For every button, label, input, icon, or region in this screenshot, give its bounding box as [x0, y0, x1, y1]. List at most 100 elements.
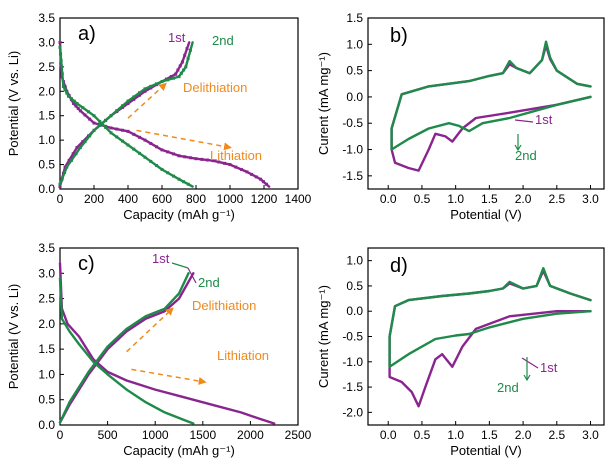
series-marker: [166, 150, 170, 154]
series-marker: [132, 132, 136, 136]
y-tick-label: 3.5: [38, 241, 55, 255]
y-tick-label: -1.5: [342, 169, 363, 183]
annotation-arrow: [136, 129, 232, 151]
annotation-arrow: [126, 307, 174, 353]
x-tick-label: 500: [98, 428, 118, 442]
series-marker: [74, 104, 78, 108]
series-marker: [169, 75, 173, 79]
y-tick-label: 2.5: [38, 60, 55, 74]
series-marker: [143, 87, 147, 91]
y-tick-label: 0.0: [346, 304, 363, 318]
series-marker: [72, 99, 76, 103]
series-marker: [223, 161, 227, 165]
series-marker: [245, 170, 249, 174]
y-tick-label: 3.0: [38, 266, 55, 280]
series-marker: [186, 57, 190, 61]
series-marker: [104, 125, 108, 129]
series-marker: [115, 127, 119, 131]
series-marker: [121, 139, 125, 143]
series-marker: [155, 82, 159, 86]
series-marker: [179, 71, 183, 75]
legend-label-1st: 1st: [535, 112, 553, 127]
x-tick-label: 2.5: [548, 192, 565, 206]
series-line-1st: [390, 44, 592, 172]
series-marker: [121, 105, 125, 109]
series-marker: [155, 145, 159, 149]
series-marker: [160, 80, 164, 84]
series-marker: [58, 185, 62, 189]
series-marker: [61, 84, 65, 88]
y-tick-label: 1.5: [38, 109, 55, 123]
x-tick-label: 1.0: [447, 192, 464, 206]
x-tick-label: 3.0: [582, 428, 599, 442]
series-marker: [109, 114, 113, 118]
x-tick-label: 1400: [285, 192, 312, 206]
series-line-1st: [58, 272, 195, 424]
annotation-label-delithiation: Delithiation: [192, 298, 256, 313]
series-marker: [65, 91, 69, 95]
series-marker: [178, 64, 182, 68]
series-marker: [176, 68, 180, 72]
series-marker: [109, 131, 113, 135]
x-tick-label: 2000: [237, 428, 264, 442]
legend-leader: [514, 119, 534, 123]
series-marker: [254, 175, 258, 179]
series-marker: [92, 114, 96, 118]
series-line-1st: [58, 41, 191, 188]
y-tick-label: 1.5: [38, 342, 55, 356]
x-tick-label: 600: [152, 192, 172, 206]
y-tick-label: 1.0: [346, 254, 363, 268]
series-marker: [172, 174, 176, 178]
series-line-2nd: [58, 46, 194, 188]
series-marker: [69, 97, 73, 101]
series-marker: [59, 59, 63, 63]
y-axis-label: Curent (mA mg⁻¹): [316, 285, 331, 388]
x-tick-label: 2500: [285, 428, 312, 442]
series-marker: [160, 148, 164, 152]
legend-label-2nd: 2nd: [497, 380, 519, 395]
series-marker: [149, 141, 153, 145]
y-tick-label: 0.5: [346, 64, 363, 78]
y-tick-label: -2.0: [342, 405, 363, 419]
panel-d: 0.0 0.5 1.0 1.5 2.0 2.5 3.0 -2.0 -1.5 -1.0 -0.5 0.0…: [316, 247, 605, 458]
y-tick-label: 2.0: [38, 84, 55, 98]
series-marker: [138, 91, 142, 95]
series-line-2nd: [388, 267, 592, 368]
series-marker: [155, 164, 159, 168]
x-tick-label: 0: [57, 428, 64, 442]
series-marker: [83, 113, 87, 117]
series-marker: [81, 140, 85, 144]
x-tick-label: 200: [84, 192, 104, 206]
series-line-1st: [58, 262, 276, 425]
series-marker: [138, 135, 142, 139]
legend-label-2nd: 2nd: [212, 33, 234, 48]
plot-frame: [59, 247, 299, 426]
x-axis-label: Potential (V): [450, 207, 522, 222]
legend-label-2nd: 2nd: [515, 148, 537, 163]
series-marker: [126, 102, 130, 105]
plot-frame: [367, 17, 605, 190]
series-marker: [63, 165, 67, 169]
y-tick-label: 1.0: [38, 367, 55, 381]
series-marker: [58, 40, 62, 44]
x-tick-label: 1200: [251, 192, 278, 206]
series-marker: [138, 93, 142, 97]
series-marker: [250, 172, 254, 176]
legend-label-2nd: 2nd: [198, 275, 220, 290]
series-line-2nd: [390, 40, 592, 151]
x-tick-label: 2.0: [515, 192, 532, 206]
panel-label: d): [390, 255, 408, 277]
series-marker: [166, 78, 170, 82]
x-tick-label: 0.0: [380, 192, 397, 206]
series-marker: [194, 157, 198, 161]
series-marker: [58, 45, 62, 49]
series-marker: [132, 95, 136, 99]
series-marker: [240, 168, 244, 172]
series-marker: [166, 171, 170, 175]
panel-label: b): [390, 25, 408, 47]
x-tick-label: 1000: [217, 192, 244, 206]
x-tick-label: 0: [57, 192, 64, 206]
x-tick-label: 1500: [189, 428, 216, 442]
x-tick-label: 2.5: [548, 428, 565, 442]
legend-label-1st: 1st: [152, 251, 170, 266]
